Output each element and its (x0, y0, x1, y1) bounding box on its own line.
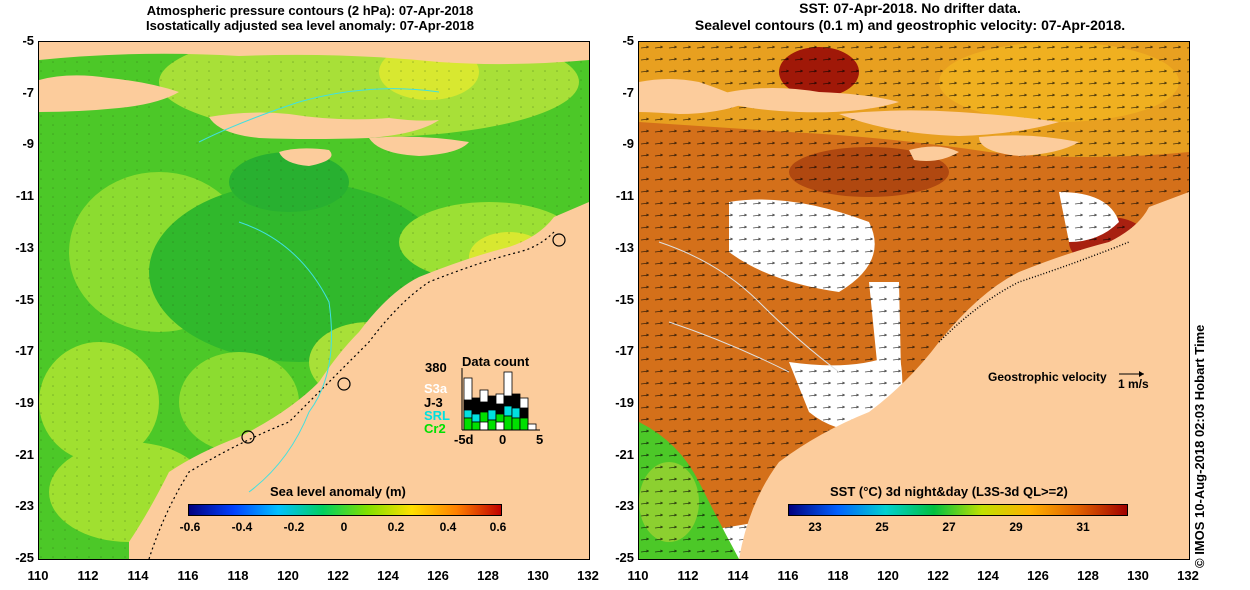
left-map-title: Atmospheric pressure contours (2 hPa): 0… (110, 3, 510, 33)
longitude-tick-label: 110 (627, 568, 649, 583)
latitude-tick-label: -21 (615, 446, 634, 462)
longitude-tick-label: 112 (677, 568, 699, 583)
left-title-line1: Atmospheric pressure contours (2 hPa): 0… (146, 3, 474, 18)
sst-colorbar-label: SST (°C) 3d night&day (L3S-3d QL>=2) (830, 484, 1068, 499)
longitude-tick-label: 118 (827, 568, 849, 583)
latitude-tick-label: -15 (615, 291, 634, 307)
colorbar-tick: 0.2 (387, 520, 405, 534)
latitude-tick-label: -9 (22, 136, 34, 152)
longitude-tick-label: 116 (777, 568, 799, 583)
latitude-tick-label: -5 (22, 33, 34, 48)
latitude-tick-label: -9 (622, 136, 634, 152)
series-label-j3: J-3 (424, 395, 443, 410)
data-count-xtick: 5 (536, 432, 544, 447)
colorbar-tick: 23 (808, 520, 822, 534)
latitude-tick-label: -19 (615, 394, 634, 410)
longitude-tick-label: 112 (77, 568, 99, 583)
longitude-tick-label: 128 (1077, 568, 1099, 583)
colorbar-tick: -0.6 (179, 520, 201, 534)
colorbar-tick: -0.4 (231, 520, 253, 534)
colorbar-tick: -0.2 (283, 520, 305, 534)
latitude-tick-label: -11 (15, 188, 34, 204)
colorbar-tick: 25 (875, 520, 889, 534)
left-title-line2: Isostatically adjusted sea level anomaly… (145, 18, 475, 33)
longitude-tick-label: 124 (977, 568, 999, 583)
velocity-scale-unit: 1 m/s (1118, 377, 1149, 391)
data-count-title: Data count (462, 354, 530, 369)
land (39, 42, 589, 559)
latitude-tick-label: -25 (15, 550, 34, 565)
colorbar-tick: 27 (942, 520, 956, 534)
sea-level-anomaly-map (38, 41, 590, 560)
right-title-line2: Sealevel contours (0.1 m) and geostrophi… (694, 17, 1126, 33)
data-count-max: 380 (425, 360, 447, 375)
latitude-tick-label: -13 (615, 239, 634, 255)
longitude-tick-label: 124 (377, 568, 399, 583)
latitude-tick-label: -11 (615, 188, 634, 204)
latitude-tick-label: -7 (22, 84, 34, 100)
longitude-tick-label: 130 (527, 568, 549, 583)
right-title-line1: SST: 07-Apr-2018. No drifter data. (799, 0, 1021, 16)
colorbar-tick: 31 (1076, 520, 1090, 534)
longitude-tick-label: 122 (327, 568, 349, 583)
coastline-contour (148, 231, 555, 559)
longitude-tick-label: 116 (177, 568, 199, 583)
tide-gauge-marker (337, 377, 351, 391)
latitude-tick-label: -23 (15, 498, 34, 514)
longitude-tick-label: 118 (227, 568, 249, 583)
longitude-tick-label: 132 (1177, 568, 1199, 583)
velocity-scale-arrow (1119, 371, 1144, 377)
geostrophic-velocity-label: Geostrophic velocity (988, 370, 1107, 384)
latitude-tick-label: -23 (615, 498, 634, 514)
kimberley-coast (938, 241, 1130, 343)
longitude-tick-label: 122 (927, 568, 949, 583)
series-label-srl: SRL (424, 408, 450, 423)
latitude-tick-label: -19 (15, 394, 34, 410)
latitude-tick-label: -17 (15, 343, 34, 359)
data-count-histogram (461, 368, 540, 431)
latitude-tick-label: -21 (15, 446, 34, 462)
colorbar-tick: 29 (1009, 520, 1023, 534)
series-label-s3a: S3a (424, 381, 448, 396)
longitude-tick-label: 114 (727, 568, 749, 583)
longitude-tick-label: 114 (127, 568, 149, 583)
latitude-tick-label: -5 (622, 33, 634, 48)
latitude-tick-label: -7 (622, 84, 634, 100)
longitude-tick-label: 126 (1027, 568, 1049, 583)
colorbar-tick: 0 (340, 520, 348, 534)
land (639, 79, 1189, 559)
sst-colorbar (788, 504, 1128, 516)
longitude-tick-label: 128 (477, 568, 499, 583)
sea-level-colorbar (188, 504, 502, 516)
latitude-tick-label: -13 (15, 239, 34, 255)
right-map-title: SST: 07-Apr-2018. No drifter data. Seale… (640, 0, 1180, 34)
tide-gauge-marker (241, 430, 255, 444)
data-count-xtick: -5d (454, 432, 474, 447)
sst-map (638, 41, 1190, 560)
tide-gauge-marker (552, 233, 566, 247)
imos-credit: © IMOS 10-Aug-2018 02:03 Hobart Time (1192, 324, 1207, 568)
colorbar-tick: 0.4 (439, 520, 457, 534)
colorbar-tick: 0.6 (489, 520, 507, 534)
latitude-tick-label: -17 (615, 343, 634, 359)
longitude-tick-label: 120 (877, 568, 899, 583)
latitude-tick-label: -15 (15, 291, 34, 307)
longitude-tick-label: 130 (1127, 568, 1149, 583)
longitude-tick-label: 132 (577, 568, 599, 583)
longitude-tick-label: 126 (427, 568, 449, 583)
longitude-tick-label: 120 (277, 568, 299, 583)
data-count-xtick: 0 (499, 432, 507, 447)
sea-level-colorbar-label: Sea level anomaly (m) (270, 484, 406, 499)
latitude-tick-label: -25 (615, 550, 634, 565)
series-label-cr2: Cr2 (424, 421, 446, 436)
longitude-tick-label: 110 (27, 568, 49, 583)
